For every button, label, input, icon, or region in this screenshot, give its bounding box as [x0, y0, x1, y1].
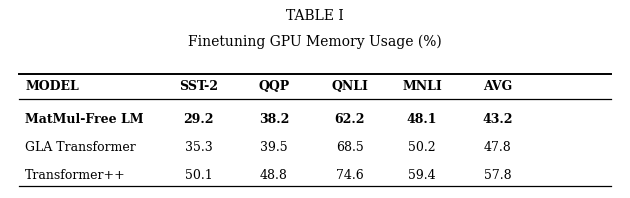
Text: 48.8: 48.8 [260, 169, 288, 182]
Text: 68.5: 68.5 [336, 141, 364, 154]
Text: MatMul-Free LM: MatMul-Free LM [25, 113, 144, 126]
Text: 50.2: 50.2 [408, 141, 436, 154]
Text: Finetuning GPU Memory Usage (%): Finetuning GPU Memory Usage (%) [188, 35, 442, 49]
Text: 43.2: 43.2 [483, 113, 513, 126]
Text: 38.2: 38.2 [259, 113, 289, 126]
Text: 48.1: 48.1 [407, 113, 437, 126]
Text: MODEL: MODEL [25, 80, 79, 93]
Text: 74.6: 74.6 [336, 169, 364, 182]
Text: 47.8: 47.8 [484, 141, 512, 154]
Text: 29.2: 29.2 [183, 113, 214, 126]
Text: 62.2: 62.2 [335, 113, 365, 126]
Text: GLA Transformer: GLA Transformer [25, 141, 136, 154]
Text: AVG: AVG [483, 80, 512, 93]
Text: MNLI: MNLI [402, 80, 442, 93]
Text: 57.8: 57.8 [484, 169, 512, 182]
Text: 50.1: 50.1 [185, 169, 212, 182]
Text: 39.5: 39.5 [260, 141, 288, 154]
Text: TABLE I: TABLE I [286, 9, 344, 23]
Text: SST-2: SST-2 [179, 80, 218, 93]
Text: Transformer++: Transformer++ [25, 169, 126, 182]
Text: QNLI: QNLI [331, 80, 368, 93]
Text: 59.4: 59.4 [408, 169, 436, 182]
Text: 35.3: 35.3 [185, 141, 212, 154]
Text: QQP: QQP [258, 80, 290, 93]
